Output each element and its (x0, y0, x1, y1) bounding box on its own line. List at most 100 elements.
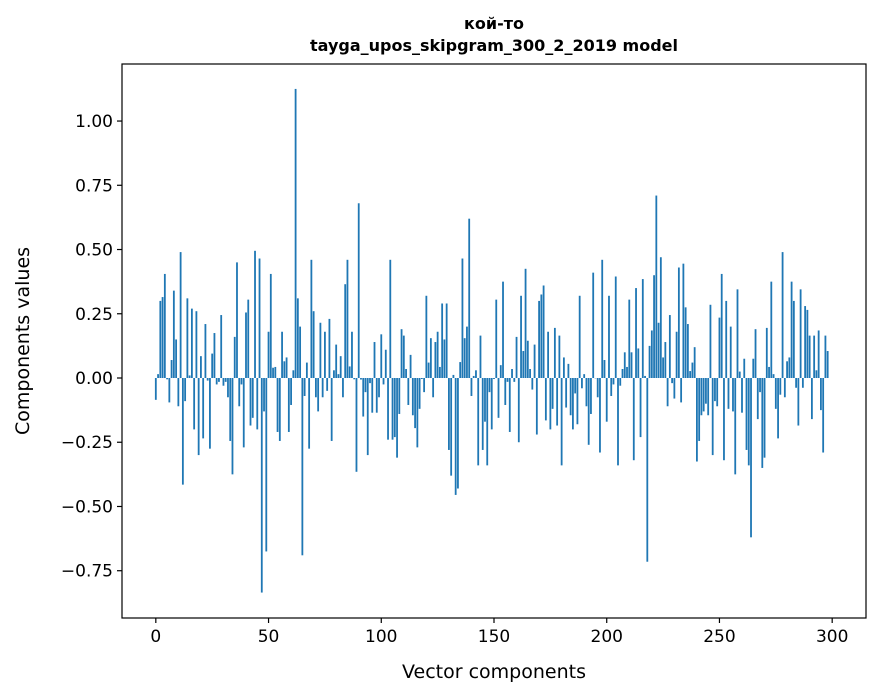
bar-component-63 (297, 298, 299, 378)
bar-component-263 (748, 378, 750, 465)
bar-component-260 (741, 378, 743, 413)
bar-component-56 (281, 332, 283, 378)
bar-component-253 (725, 301, 727, 378)
bar-component-33 (229, 378, 231, 441)
bar-component-70 (313, 311, 315, 378)
bar-component-218 (646, 378, 648, 562)
bar-component-69 (310, 260, 312, 378)
bar-component-109 (401, 329, 403, 378)
bar-component-155 (504, 378, 506, 405)
x-tick-label: 50 (258, 627, 280, 647)
bar-component-36 (236, 262, 238, 378)
bar-component-226 (664, 342, 666, 378)
bar-component-59 (288, 378, 290, 432)
bar-component-153 (500, 365, 502, 378)
bar-component-98 (376, 378, 378, 413)
bar-component-64 (299, 327, 301, 378)
bar-component-246 (710, 305, 712, 378)
bar-component-147 (486, 378, 488, 465)
bar-component-212 (633, 378, 635, 460)
bar-component-107 (396, 378, 398, 458)
bar-component-225 (662, 357, 664, 378)
bar-component-196 (597, 378, 599, 397)
x-tick-label: 0 (150, 627, 161, 647)
bar-component-160 (516, 337, 518, 378)
bar-component-250 (719, 318, 721, 378)
bar-component-284 (795, 378, 797, 388)
bar-component-76 (326, 378, 328, 391)
bar-component-296 (822, 378, 824, 453)
bar-component-84 (344, 284, 346, 378)
bar-component-27 (216, 378, 218, 384)
bar-component-277 (779, 378, 781, 395)
bar-component-236 (687, 324, 689, 378)
bar-component-239 (694, 347, 696, 378)
chart-title-line1: кой-то (464, 14, 524, 33)
bar-component-152 (498, 378, 500, 418)
bar-component-135 (459, 362, 461, 378)
bar-component-163 (522, 351, 524, 378)
bar-component-30 (223, 378, 225, 386)
bar-component-71 (315, 378, 317, 397)
bar-component-184 (570, 378, 572, 415)
bar-component-238 (691, 363, 693, 378)
bar-component-206 (619, 378, 621, 386)
bar-component-144 (480, 336, 482, 378)
bar-component-138 (466, 327, 468, 378)
bar-component-192 (588, 378, 590, 445)
bar-component-278 (782, 252, 784, 378)
bar-component-54 (277, 378, 279, 432)
bar-component-172 (543, 285, 545, 378)
bar-component-20 (200, 356, 202, 378)
bar-component-268 (759, 378, 761, 392)
bar-component-65 (301, 378, 303, 555)
bar-component-227 (667, 378, 669, 406)
bar-component-228 (669, 315, 671, 378)
bar-component-280 (786, 361, 788, 378)
bar-component-61 (292, 370, 294, 378)
bar-component-282 (791, 282, 793, 378)
bar-component-265 (752, 359, 754, 378)
bar-component-240 (696, 378, 698, 462)
bar-component-62 (295, 89, 297, 378)
bar-component-13 (184, 378, 186, 401)
bar-component-199 (604, 360, 606, 378)
y-tick-label: 1.00 (75, 112, 113, 132)
bar-component-31 (225, 378, 227, 382)
bar-component-211 (631, 352, 633, 378)
bar-component-82 (340, 356, 342, 378)
bars-group (155, 89, 829, 593)
bar-component-249 (716, 378, 718, 406)
bar-component-74 (322, 378, 324, 397)
bar-component-19 (198, 378, 200, 455)
bar-component-105 (392, 378, 394, 440)
bar-component-190 (583, 374, 585, 378)
bar-component-127 (441, 303, 443, 378)
bar-component-28 (218, 378, 220, 382)
bar-component-2 (159, 301, 161, 378)
bar-component-248 (714, 378, 716, 401)
bar-component-237 (689, 371, 691, 378)
bar-component-112 (407, 378, 409, 405)
bar-component-115 (414, 378, 416, 428)
bar-component-60 (290, 378, 292, 405)
bar-component-41 (247, 300, 249, 378)
bar-component-229 (671, 378, 673, 383)
bar-component-131 (450, 378, 452, 476)
bar-component-295 (820, 378, 822, 410)
bar-component-117 (419, 378, 421, 409)
bar-component-288 (804, 306, 806, 378)
bar-component-85 (347, 260, 349, 378)
bar-component-217 (644, 376, 646, 378)
bar-component-94 (367, 378, 369, 455)
bar-component-83 (342, 378, 344, 397)
bar-component-8 (173, 291, 175, 378)
bar-component-183 (567, 364, 569, 378)
bar-component-287 (802, 378, 804, 388)
bar-component-89 (356, 378, 358, 472)
bar-component-3 (162, 297, 164, 378)
bar-component-213 (635, 288, 637, 378)
bar-component-256 (732, 378, 734, 411)
bar-component-167 (531, 378, 533, 390)
bar-component-50 (268, 332, 270, 378)
